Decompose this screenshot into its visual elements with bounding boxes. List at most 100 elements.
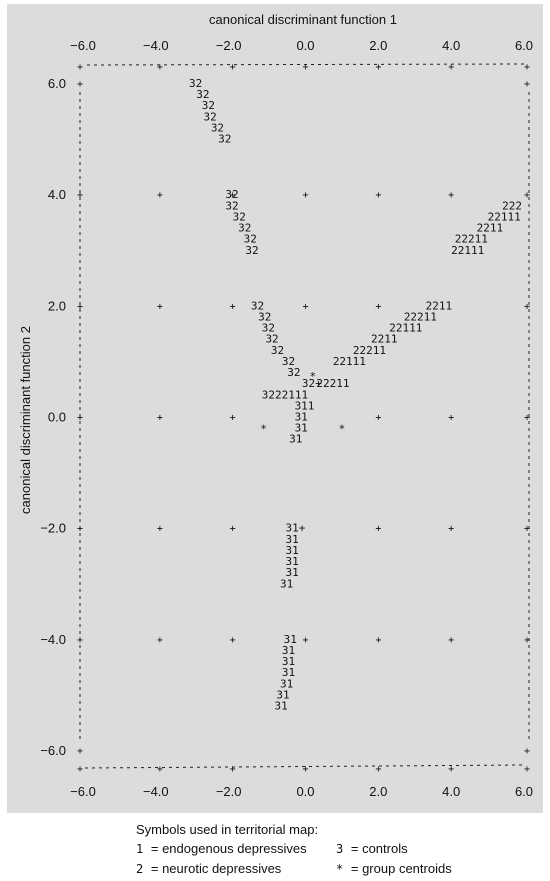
grid-plus-mark: +: [157, 764, 163, 775]
grid-plus-mark: +: [230, 62, 236, 73]
boundary-mark-3: 311: [295, 399, 315, 412]
legend-item-controls: 3 = controls: [336, 839, 536, 859]
boundary-mark-3: 31: [295, 422, 308, 435]
boundary-mark-3: 32: [258, 310, 271, 323]
grid-plus-mark: +: [77, 764, 83, 775]
boundary-mark-3: 31: [285, 566, 298, 579]
y-tick-label: 0.0: [48, 410, 66, 425]
grid-plus-mark: +: [157, 301, 163, 312]
plot-panel: [7, 4, 543, 813]
x-tick-label-bottom: −4.0: [143, 784, 169, 799]
x-tick-label-top: 6.0: [515, 38, 533, 53]
grid-plus-mark: +: [375, 190, 381, 201]
grid-plus-mark: +: [77, 413, 83, 424]
grid-plus-mark: +: [375, 413, 381, 424]
boundary-mark-3: 31: [276, 688, 289, 701]
legend-label: endogenous depressives: [162, 841, 307, 856]
grid-plus-mark: +: [524, 764, 530, 775]
x-tick-label-bottom: 6.0: [515, 784, 533, 799]
boundary-mark-2: 22111: [333, 355, 366, 368]
boundary-mark-3: 32: [189, 77, 202, 90]
legend-label: controls: [362, 841, 408, 856]
grid-plus-mark: +: [230, 413, 236, 424]
x-tick-label-bottom: −6.0: [70, 784, 96, 799]
grid-plus-mark: +: [375, 301, 381, 312]
boundary-mark-3: 31: [285, 533, 298, 546]
grid-plus-mark: +: [524, 190, 530, 201]
boundary-mark-2: 22111: [451, 244, 484, 257]
boundary-mark-3: 32+: [302, 377, 322, 390]
frame-bottom-border: [84, 764, 525, 769]
boundary-mark-3: 31+: [285, 522, 305, 535]
grid-plus-mark: +: [157, 62, 163, 73]
boundary-mark-3: 31: [275, 700, 288, 713]
boundary-mark-3: 32: [265, 333, 278, 346]
legend-item-endogenous: 1 = endogenous depressives: [136, 839, 336, 859]
boundary-mark-3: 31: [282, 644, 295, 657]
boundary-mark-3: 32: [225, 188, 238, 201]
top-tick-labels: −6.0 −4.0 −2.0 0.0 2.0 4.0 6.0: [70, 38, 533, 53]
boundary-mark-2: 22211: [455, 233, 488, 246]
grid-plus-mark: +: [77, 79, 83, 90]
legend-item-centroids: * = group centroids: [336, 859, 536, 879]
grid-plus-mark: +: [375, 635, 381, 646]
boundary-mark-3: 32: [271, 344, 284, 357]
boundary-mark-2: 2211: [371, 333, 398, 346]
boundary-mark-3: 32: [204, 110, 217, 123]
boundary-mark-3: 32: [251, 299, 264, 312]
grid-plus-mark: +: [524, 79, 530, 90]
grid-plus-mark: +: [448, 413, 454, 424]
grid-plus-mark: +: [157, 635, 163, 646]
boundary-mark-2: 22111: [389, 322, 422, 335]
boundary-mark-3: 31: [295, 411, 308, 424]
x-tick-label-top: 2.0: [369, 38, 387, 53]
grid-plus-mark: +: [157, 190, 163, 201]
boundary-mark-3: 31: [280, 677, 293, 690]
grid-plus-mark: +: [524, 413, 530, 424]
y-tick-label: 6.0: [48, 76, 66, 91]
y-tick-label: 2.0: [48, 298, 66, 313]
y-tick-label: −2.0: [40, 521, 66, 536]
legend-equals: =: [150, 841, 159, 856]
legend-equals: =: [350, 841, 359, 856]
grid-plus-mark: +: [230, 524, 236, 535]
x-tick-label-top: −6.0: [70, 38, 96, 53]
legend-equals: =: [350, 861, 359, 876]
legend-title: Symbols used in territorial map:: [136, 822, 319, 837]
grid-plus-mark: +: [375, 764, 381, 775]
grid-plus-mark: +: [448, 764, 454, 775]
boundary-mark-3: 31: [285, 555, 298, 568]
grid-plus-mark: +: [524, 524, 530, 535]
group-centroid-mark: *: [339, 423, 346, 436]
boundary-mark-3: 31: [285, 544, 298, 557]
grid-plus-mark: +: [230, 635, 236, 646]
grid-plus-mark: +: [302, 62, 308, 73]
boundary-mark-2: 22211: [316, 377, 349, 390]
grid-plus-mark: +: [157, 524, 163, 535]
group-centroid-mark: *: [309, 370, 316, 383]
grid-plus-mark: +: [77, 62, 83, 73]
x-tick-label-top: 0.0: [296, 38, 314, 53]
legend-row-1: 1 = endogenous depressives 3 = controls: [136, 839, 536, 859]
x-tick-label-bottom: 4.0: [442, 784, 460, 799]
x-axis-title: canonical discriminant function 1: [209, 12, 397, 27]
left-tick-labels: 6.0 4.0 2.0 0.0 −2.0 −4.0 −6.0: [40, 76, 66, 758]
grid-plus-mark: +: [524, 635, 530, 646]
legend-symbol: *: [336, 862, 344, 876]
boundary-mark-3: 32: [218, 133, 231, 146]
grid-plus-mark: +: [77, 190, 83, 201]
legend-item-neurotic: 2 = neurotic depressives: [136, 859, 336, 879]
grid-plus-mark: +: [524, 301, 530, 312]
boundary-mark-3: 32: [196, 88, 209, 101]
grid-plus-mark: +: [375, 62, 381, 73]
x-tick-label-top: −4.0: [143, 38, 169, 53]
legend-row-2: 2 = neurotic depressives * = group centr…: [136, 859, 536, 879]
grid-plus-mark: +: [448, 524, 454, 535]
y-tick-label: −6.0: [40, 743, 66, 758]
grid-plus-mark: +: [77, 301, 83, 312]
boundary-mark-3: 32: [238, 222, 251, 235]
legend-label: neurotic depressives: [162, 861, 282, 876]
x-tick-label-bottom: 0.0: [296, 784, 314, 799]
y-tick-label: −4.0: [40, 632, 66, 647]
